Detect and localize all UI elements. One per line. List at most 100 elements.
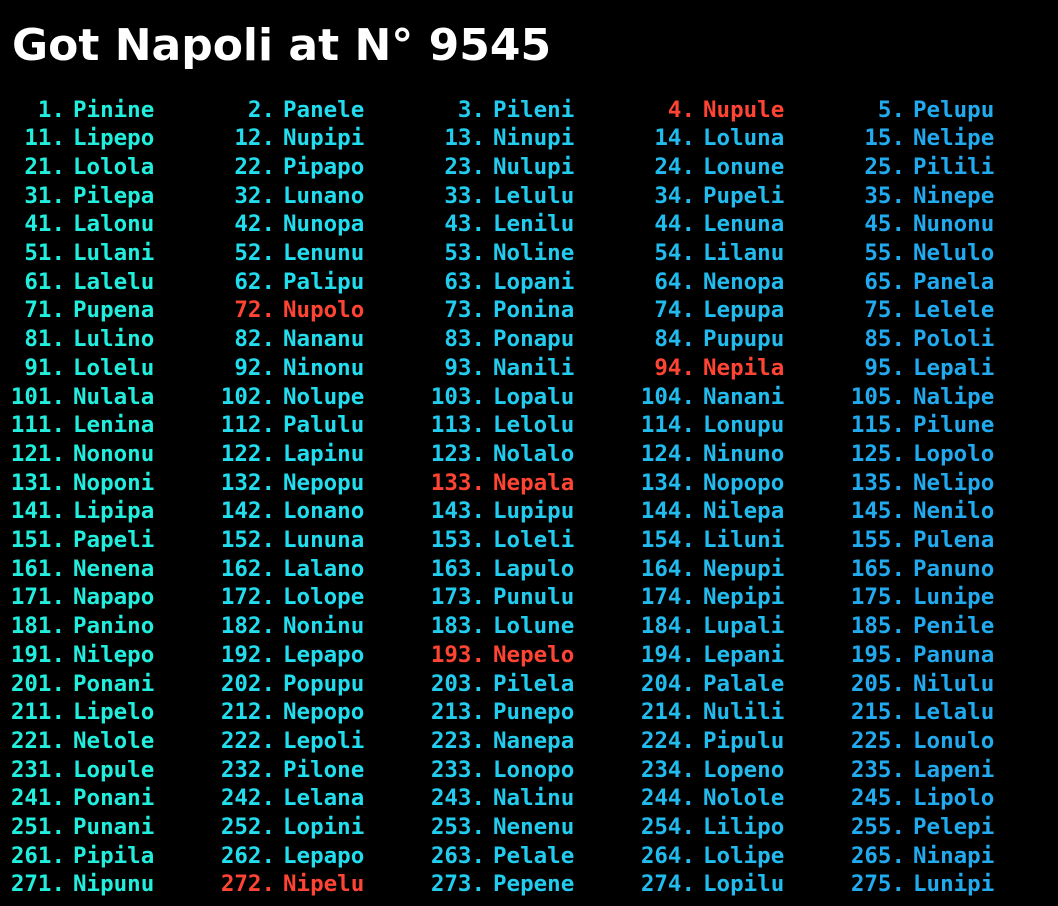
list-item-name: Nilulu	[913, 670, 995, 697]
list-item: 42. Nunopa	[210, 210, 364, 239]
list-item: 174. Nepipi	[630, 583, 784, 612]
list-item-name: Lulani	[73, 240, 155, 266]
list-item: 261. Pipila	[0, 842, 154, 871]
list-item-number: 184.	[640, 613, 695, 640]
list-item: 21. Lolola	[0, 153, 154, 182]
list-item-number: 174.	[640, 584, 695, 611]
list-item: 91. Lolelu	[0, 354, 154, 383]
list-item: 32. Lunano	[210, 182, 364, 211]
list-item-name: Pilela	[493, 670, 575, 697]
list-item-name: Nulala	[73, 383, 155, 410]
list-item-name: Nepupi	[703, 555, 785, 582]
list-item: 104. Nanani	[630, 383, 784, 412]
list-item: 83. Ponapu	[420, 325, 574, 354]
list-item-number: 272.	[220, 871, 275, 898]
list-item: 125. Lopolo	[840, 440, 994, 469]
list-item-name: Nepipi	[703, 584, 785, 611]
list-item-number: 132.	[220, 469, 275, 496]
list-item-number: 14.	[654, 125, 695, 152]
list-item-number: 12.	[234, 125, 275, 152]
list-item-number: 241.	[10, 785, 65, 812]
list-item-number: 195.	[850, 641, 905, 668]
list-item: 35. Ninepe	[840, 182, 994, 211]
list-item-number: 1.	[37, 96, 65, 123]
list-item-name: Loluna	[703, 125, 785, 152]
list-item-name: Nepala	[493, 469, 575, 496]
list-item: 102. Nolupe	[210, 383, 364, 412]
list-item-name: Noninu	[283, 613, 365, 640]
list-item: 33. Lelulu	[420, 182, 574, 211]
list-item-number: 113.	[430, 412, 485, 439]
list-item-number: 91.	[24, 354, 65, 381]
list-item-name: Lepapo	[283, 842, 365, 869]
list-item: 124. Ninuno	[630, 440, 784, 469]
list-item-number: 181.	[10, 613, 65, 640]
list-item: 133. Nepala	[420, 469, 574, 498]
list-item: 204. Palale	[630, 670, 784, 699]
list-item-name: Lupipu	[493, 498, 575, 525]
list-item: 34. Pupeli	[630, 182, 784, 211]
list-item-name: Pupeli	[703, 182, 785, 209]
list-item-number: 223.	[430, 727, 485, 754]
list-item-name: Lalonu	[73, 211, 155, 238]
list-item-name: Nunopa	[283, 211, 365, 238]
list-item-number: 204.	[640, 670, 695, 697]
list-item-number: 32.	[234, 182, 275, 209]
list-item: 114. Lonupu	[630, 411, 784, 440]
list-item-name: Pilepa	[73, 182, 155, 209]
list-item-name: Nanani	[703, 383, 785, 410]
list-item: 164. Nepupi	[630, 555, 784, 584]
list-item-number: 72.	[234, 297, 275, 324]
list-item-name: Liluni	[703, 527, 785, 553]
list-item: 65. Panela	[840, 268, 994, 297]
list-item: 52. Lenunu	[210, 239, 364, 268]
list-item-number: 52.	[234, 240, 275, 266]
list-item: 222. Lepoli	[210, 727, 364, 756]
list-item-number: 74.	[654, 297, 695, 324]
list-item: 22. Pipapo	[210, 153, 364, 182]
list-item-name: Nelipe	[913, 125, 995, 152]
list-item-number: 273.	[430, 871, 485, 898]
list-item-name: Lelele	[913, 297, 995, 324]
list-item-name: Pupena	[73, 297, 155, 324]
list-item-name: Lipepo	[73, 125, 155, 152]
list-item: 275. Lunipi	[840, 870, 994, 899]
list-item-number: 112.	[220, 412, 275, 439]
list-item-name: Nupipi	[283, 125, 365, 152]
list-item-number: 212.	[220, 699, 275, 726]
list-item-number: 245.	[850, 785, 905, 812]
list-item: 244. Nolole	[630, 784, 784, 813]
list-item-name: Pepene	[493, 871, 575, 898]
list-item: 15. Nelipe	[840, 124, 994, 153]
list-item-name: Punepo	[493, 699, 575, 726]
list-item-number: 115.	[850, 412, 905, 439]
list-item: 251. Punani	[0, 813, 154, 842]
list-item-name: Panuno	[913, 555, 995, 582]
list-item-name: Nenenu	[493, 814, 575, 840]
list-item: 123. Nolalo	[420, 440, 574, 469]
list-item: 264. Lolipe	[630, 842, 784, 871]
list-item-number: 162.	[220, 555, 275, 582]
list-item: 171. Napapo	[0, 583, 154, 612]
list-item: 141. Lipipa	[0, 497, 154, 526]
list-item-number: 4.	[667, 96, 695, 123]
list-item-name: Pelale	[493, 842, 575, 869]
list-item-name: Lonopo	[493, 756, 575, 783]
list-item-name: Nolalo	[493, 440, 575, 467]
list-item-name: Ponani	[73, 670, 155, 697]
list-item: 25. Pilili	[840, 153, 994, 182]
list-item-number: 102.	[220, 383, 275, 410]
list-item-name: Nalipe	[913, 383, 995, 410]
list-item-name: Nepopo	[283, 699, 365, 726]
list-item-number: 275.	[850, 871, 905, 898]
list-item-name: Pipila	[73, 842, 155, 869]
list-item: 41. Lalonu	[0, 210, 154, 239]
list-item-name: Lenilu	[493, 211, 575, 238]
list-item-number: 164.	[640, 555, 695, 582]
list-item-number: 71.	[24, 297, 65, 324]
list-item-name: Lolola	[73, 153, 155, 180]
list-item-name: Lelana	[283, 785, 365, 812]
list-item-name: Nepila	[703, 354, 785, 381]
page-title: Got Napoli at N° 9545	[12, 20, 552, 71]
list-item-name: Lolelu	[73, 354, 155, 381]
